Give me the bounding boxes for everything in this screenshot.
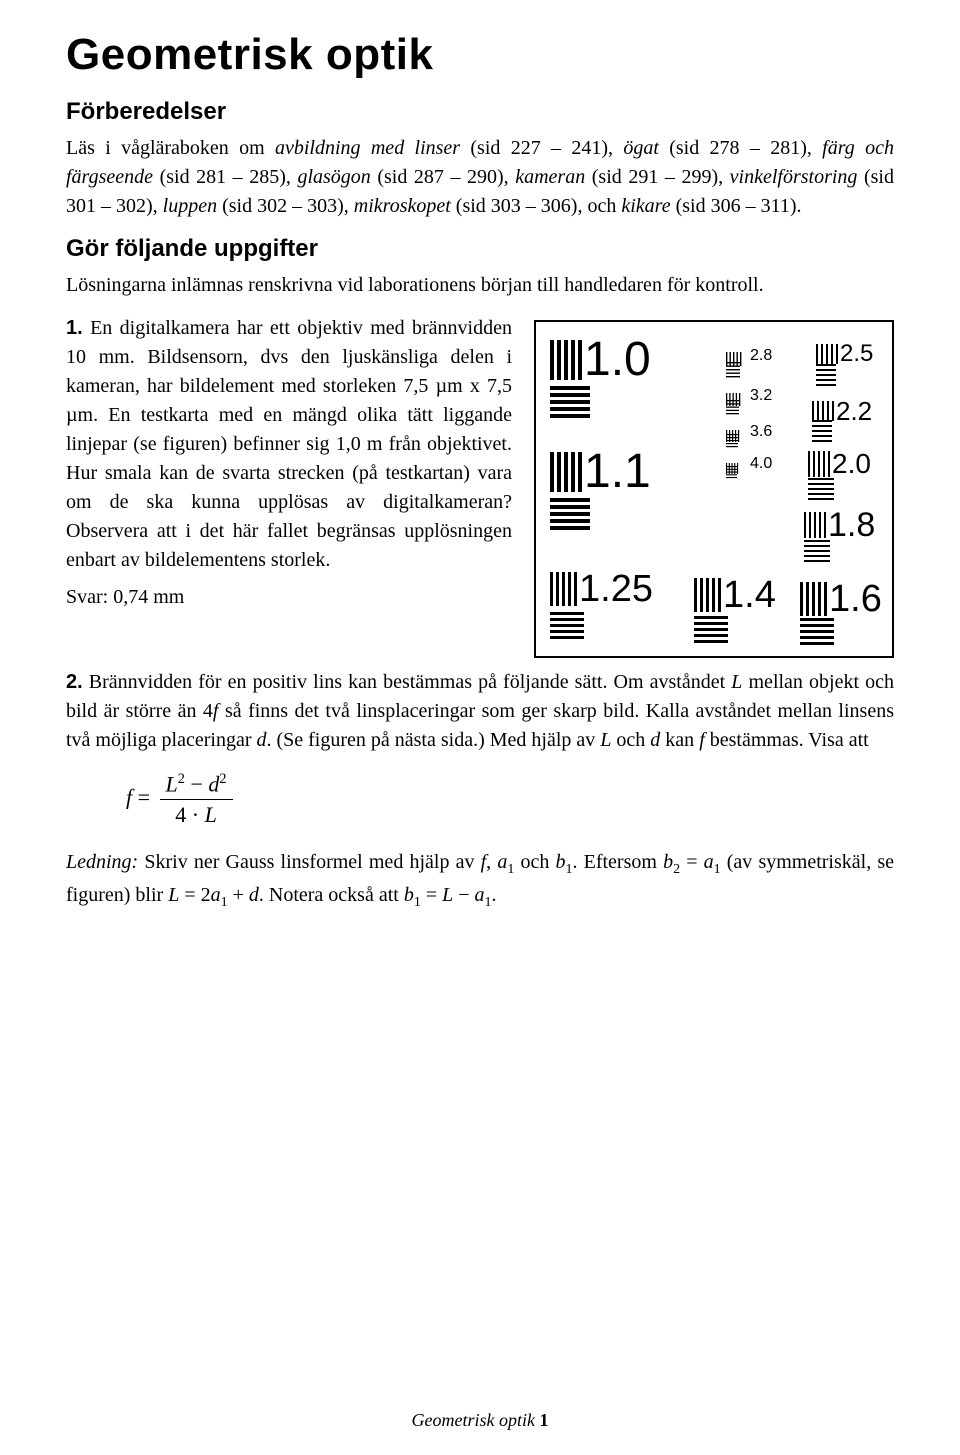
- testcard-figure: 1.0 1.1 1.25: [534, 320, 894, 658]
- equals-sign: =: [138, 785, 156, 810]
- lines-icon: [800, 618, 834, 645]
- question-2-label: 2.: [66, 671, 83, 693]
- question-2-body: Brännvidden för en positiv lins kan best…: [66, 671, 894, 751]
- testcard-cell-1-25: 1.25: [550, 570, 653, 608]
- testcard-cell-1-1: 1.1: [550, 448, 651, 496]
- testcard-label: 1.25: [579, 570, 653, 608]
- section-heading-forberedelser: Förberedelser: [66, 98, 894, 126]
- resolution-test-card: 1.0 1.1 1.25: [534, 320, 894, 658]
- question-1-label: 1.: [66, 317, 83, 339]
- lines-icon: [550, 452, 582, 492]
- testcard-cell-2-5-h: [816, 364, 836, 386]
- page-title: Geometrisk optik: [66, 30, 894, 80]
- testcard-cell-2-0: 2.0: [808, 450, 871, 478]
- testcard-cell-1-25-h: [550, 612, 584, 639]
- testcard-cell-1-6-h: [800, 618, 834, 645]
- lines-icon: [808, 478, 834, 500]
- testcard-label: 2.0: [832, 450, 871, 478]
- section-heading-uppgifter: Gör följande uppgifter: [66, 235, 894, 263]
- intro-paragraph: Läs i vågläraboken om avbildning med lin…: [66, 134, 894, 221]
- testcard-cell-3-6-h: [726, 434, 746, 456]
- lines-icon: [804, 512, 826, 538]
- formula-block: f = L2 − d2 4 · L: [126, 771, 894, 828]
- lines-icon: [726, 466, 737, 478]
- testcard-label: 1.6: [829, 580, 882, 618]
- lines-icon: [726, 400, 739, 414]
- testcard-cell-2-8-h: [726, 362, 746, 384]
- formula-numerator: L2 − d2: [160, 771, 233, 800]
- testcard-cell-4-0-h: [726, 466, 746, 488]
- question-1-text-column: 1. En digitalkamera har ett objektiv med…: [66, 314, 512, 626]
- testcard-cell-1-6: 1.6: [800, 580, 882, 618]
- testcard-label: 1.0: [584, 336, 651, 384]
- question-1-answer: Svar: 0,74 mm: [66, 583, 512, 612]
- ledning-paragraph: Ledning: Skriv ner Gauss linsformel med …: [66, 848, 894, 913]
- lines-icon: [812, 420, 832, 442]
- lines-icon: [550, 340, 582, 380]
- lines-icon: [726, 362, 740, 377]
- testcard-label: 1.4: [723, 576, 776, 614]
- testcard-cell-1-8-h: [804, 540, 830, 562]
- testcard-label: 1.1: [584, 448, 651, 496]
- testcard-label: 3.2: [750, 388, 772, 404]
- question-2-text: 2. Brännvidden för en positiv lins kan b…: [66, 668, 894, 755]
- formula-denominator: 4 · L: [160, 800, 233, 828]
- footer-page-number: 1: [539, 1410, 548, 1430]
- lines-icon: [550, 386, 590, 418]
- lines-icon: [694, 616, 728, 643]
- testcard-label: 4.0: [750, 456, 772, 472]
- testcard-label: 3.6: [750, 424, 772, 440]
- question-1-body: En digitalkamera har ett objektiv med br…: [66, 317, 512, 571]
- document-page: Geometrisk optik Förberedelser Läs i våg…: [0, 0, 960, 1455]
- lines-icon: [726, 434, 738, 447]
- page-footer: Geometrisk optik 1: [0, 1410, 960, 1431]
- instructions-paragraph: Lösningarna inlämnas renskrivna vid labo…: [66, 271, 894, 300]
- lines-icon: [550, 498, 590, 530]
- lines-icon: [804, 540, 830, 562]
- lines-icon: [816, 344, 838, 364]
- lines-icon: [812, 401, 834, 421]
- testcard-label: 2.5: [840, 342, 873, 366]
- testcard-cell-2-5: 2.5: [816, 342, 873, 366]
- footer-title: Geometrisk optik: [412, 1410, 535, 1430]
- testcard-cell-1-0: 1.0: [550, 336, 651, 384]
- testcard-cell-1-4-h: [694, 616, 728, 643]
- lines-icon: [550, 572, 577, 606]
- testcard-cell-2-0-h: [808, 478, 834, 500]
- lines-icon: [808, 451, 830, 477]
- testcard-label: 2.2: [836, 398, 872, 424]
- lines-icon: [694, 578, 721, 612]
- question-1-block: 1. En digitalkamera har ett objektiv med…: [66, 314, 894, 658]
- lines-icon: [550, 612, 584, 639]
- testcard-cell-1-0-h: [550, 386, 590, 418]
- testcard-label: 1.8: [828, 508, 875, 542]
- question-1-text: 1. En digitalkamera har ett objektiv med…: [66, 314, 512, 575]
- testcard-cell-3-2-h: [726, 400, 746, 422]
- formula-lhs: f: [126, 785, 132, 810]
- testcard-cell-1-1-h: [550, 498, 590, 530]
- testcard-label: 2.8: [750, 348, 772, 364]
- testcard-cell-2-2-h: [812, 420, 832, 442]
- lines-icon: [800, 582, 827, 616]
- formula-fraction: L2 − d2 4 · L: [160, 771, 233, 828]
- testcard-cell-1-4: 1.4: [694, 576, 776, 614]
- lines-icon: [816, 364, 836, 386]
- testcard-cell-1-8: 1.8: [804, 508, 875, 542]
